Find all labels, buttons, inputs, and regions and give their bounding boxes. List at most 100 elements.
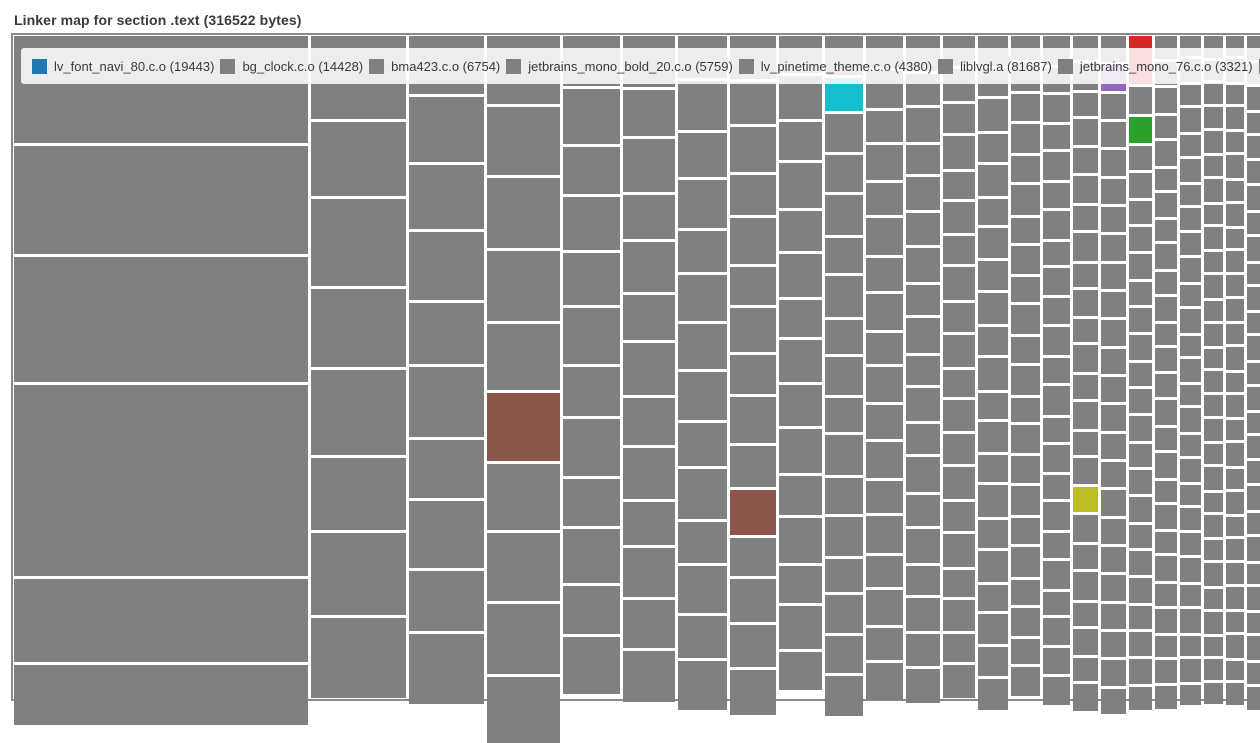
treemap-block bbox=[1180, 85, 1201, 105]
treemap-block bbox=[906, 529, 940, 563]
treemap-block bbox=[623, 448, 675, 499]
treemap-block bbox=[978, 327, 1008, 355]
treemap-block bbox=[1247, 161, 1260, 183]
treemap-block bbox=[1180, 336, 1201, 356]
treemap-block bbox=[943, 370, 975, 397]
treemap-block bbox=[978, 261, 1008, 290]
treemap-block bbox=[1073, 432, 1098, 455]
treemap-block bbox=[678, 616, 727, 658]
treemap-block bbox=[1204, 131, 1223, 153]
treemap-block bbox=[409, 97, 484, 162]
treemap-block bbox=[623, 242, 675, 292]
treemap-block bbox=[906, 495, 940, 526]
treemap-block bbox=[825, 517, 863, 556]
treemap-block bbox=[1043, 502, 1070, 530]
treemap-block bbox=[487, 533, 560, 601]
treemap-block bbox=[1043, 592, 1070, 615]
treemap-block bbox=[1129, 416, 1152, 441]
treemap-block bbox=[1129, 470, 1152, 494]
treemap-block bbox=[1043, 561, 1070, 589]
treemap-block-highlight bbox=[730, 490, 776, 535]
treemap-block bbox=[866, 218, 903, 255]
treemap-block bbox=[1011, 305, 1040, 334]
treemap-block bbox=[1226, 420, 1244, 440]
treemap-block bbox=[1043, 211, 1070, 239]
treemap-block bbox=[623, 651, 675, 702]
treemap-block bbox=[730, 538, 776, 576]
treemap-block bbox=[1204, 467, 1223, 490]
treemap-block bbox=[1043, 418, 1070, 442]
treemap-block bbox=[1180, 285, 1201, 306]
treemap-block bbox=[779, 300, 822, 337]
treemap-block bbox=[1226, 324, 1244, 344]
treemap-block bbox=[1180, 108, 1201, 132]
treemap-block bbox=[825, 276, 863, 317]
legend-swatch-clipped-icon bbox=[1258, 58, 1260, 74]
treemap-block bbox=[1226, 539, 1244, 560]
treemap-block bbox=[779, 566, 822, 603]
treemap-block bbox=[1129, 551, 1152, 575]
treemap-block bbox=[1101, 575, 1126, 601]
treemap-block bbox=[1129, 87, 1152, 114]
treemap-block bbox=[623, 139, 675, 192]
treemap-block bbox=[1204, 515, 1223, 537]
treemap-block bbox=[1155, 584, 1177, 606]
treemap-block bbox=[1073, 233, 1098, 261]
treemap-block bbox=[1226, 155, 1244, 178]
treemap-block bbox=[1180, 233, 1201, 255]
treemap-block bbox=[487, 324, 560, 390]
treemap-block bbox=[1247, 564, 1260, 584]
treemap-block bbox=[1247, 213, 1260, 234]
treemap-block bbox=[1101, 377, 1126, 402]
legend-swatch-icon bbox=[938, 58, 954, 74]
treemap-block bbox=[943, 467, 975, 499]
treemap-block-highlight bbox=[1129, 117, 1152, 143]
treemap-block bbox=[943, 634, 975, 662]
treemap-block bbox=[1247, 513, 1260, 534]
treemap-block bbox=[779, 122, 822, 160]
treemap-block bbox=[1011, 639, 1040, 664]
treemap-block bbox=[978, 228, 1008, 258]
treemap-block bbox=[825, 676, 863, 716]
treemap-block bbox=[779, 211, 822, 251]
treemap-block bbox=[978, 393, 1008, 419]
treemap-block bbox=[678, 180, 727, 228]
treemap-block bbox=[14, 385, 308, 576]
treemap-block bbox=[825, 435, 863, 475]
treemap-block bbox=[1043, 445, 1070, 472]
treemap-block bbox=[487, 464, 560, 530]
treemap-block bbox=[1073, 572, 1098, 600]
treemap-block bbox=[1011, 667, 1040, 696]
treemap-block bbox=[866, 628, 903, 660]
treemap-block bbox=[1247, 313, 1260, 333]
treemap-block bbox=[943, 335, 975, 367]
treemap-block bbox=[487, 604, 560, 674]
treemap-block bbox=[1043, 242, 1070, 265]
treemap-block bbox=[730, 82, 776, 124]
treemap-block bbox=[730, 308, 776, 352]
treemap-block bbox=[1129, 659, 1152, 684]
treemap-block bbox=[943, 236, 975, 264]
treemap-block bbox=[623, 295, 675, 340]
treemap-block bbox=[906, 213, 940, 245]
legend: lv_font_navi_80.c.o (19443) bg_clock.c.o … bbox=[21, 48, 1260, 84]
treemap-block bbox=[678, 661, 727, 710]
treemap-block bbox=[409, 571, 484, 631]
treemap-block bbox=[409, 165, 484, 229]
treemap-block bbox=[825, 155, 863, 192]
treemap-block bbox=[943, 172, 975, 199]
treemap-block bbox=[623, 548, 675, 597]
treemap-block bbox=[779, 518, 822, 563]
treemap-block bbox=[1011, 518, 1040, 544]
treemap-block bbox=[1226, 181, 1244, 201]
treemap-block bbox=[1101, 547, 1126, 572]
treemap-block bbox=[978, 165, 1008, 196]
treemap-block bbox=[1247, 436, 1260, 458]
treemap-block bbox=[943, 502, 975, 531]
treemap-block bbox=[1101, 604, 1126, 629]
treemap-block bbox=[1180, 309, 1201, 333]
legend-swatch-icon bbox=[506, 58, 522, 74]
treemap-block bbox=[1011, 398, 1040, 422]
treemap-block bbox=[1204, 589, 1223, 609]
treemap-block bbox=[1155, 244, 1177, 269]
